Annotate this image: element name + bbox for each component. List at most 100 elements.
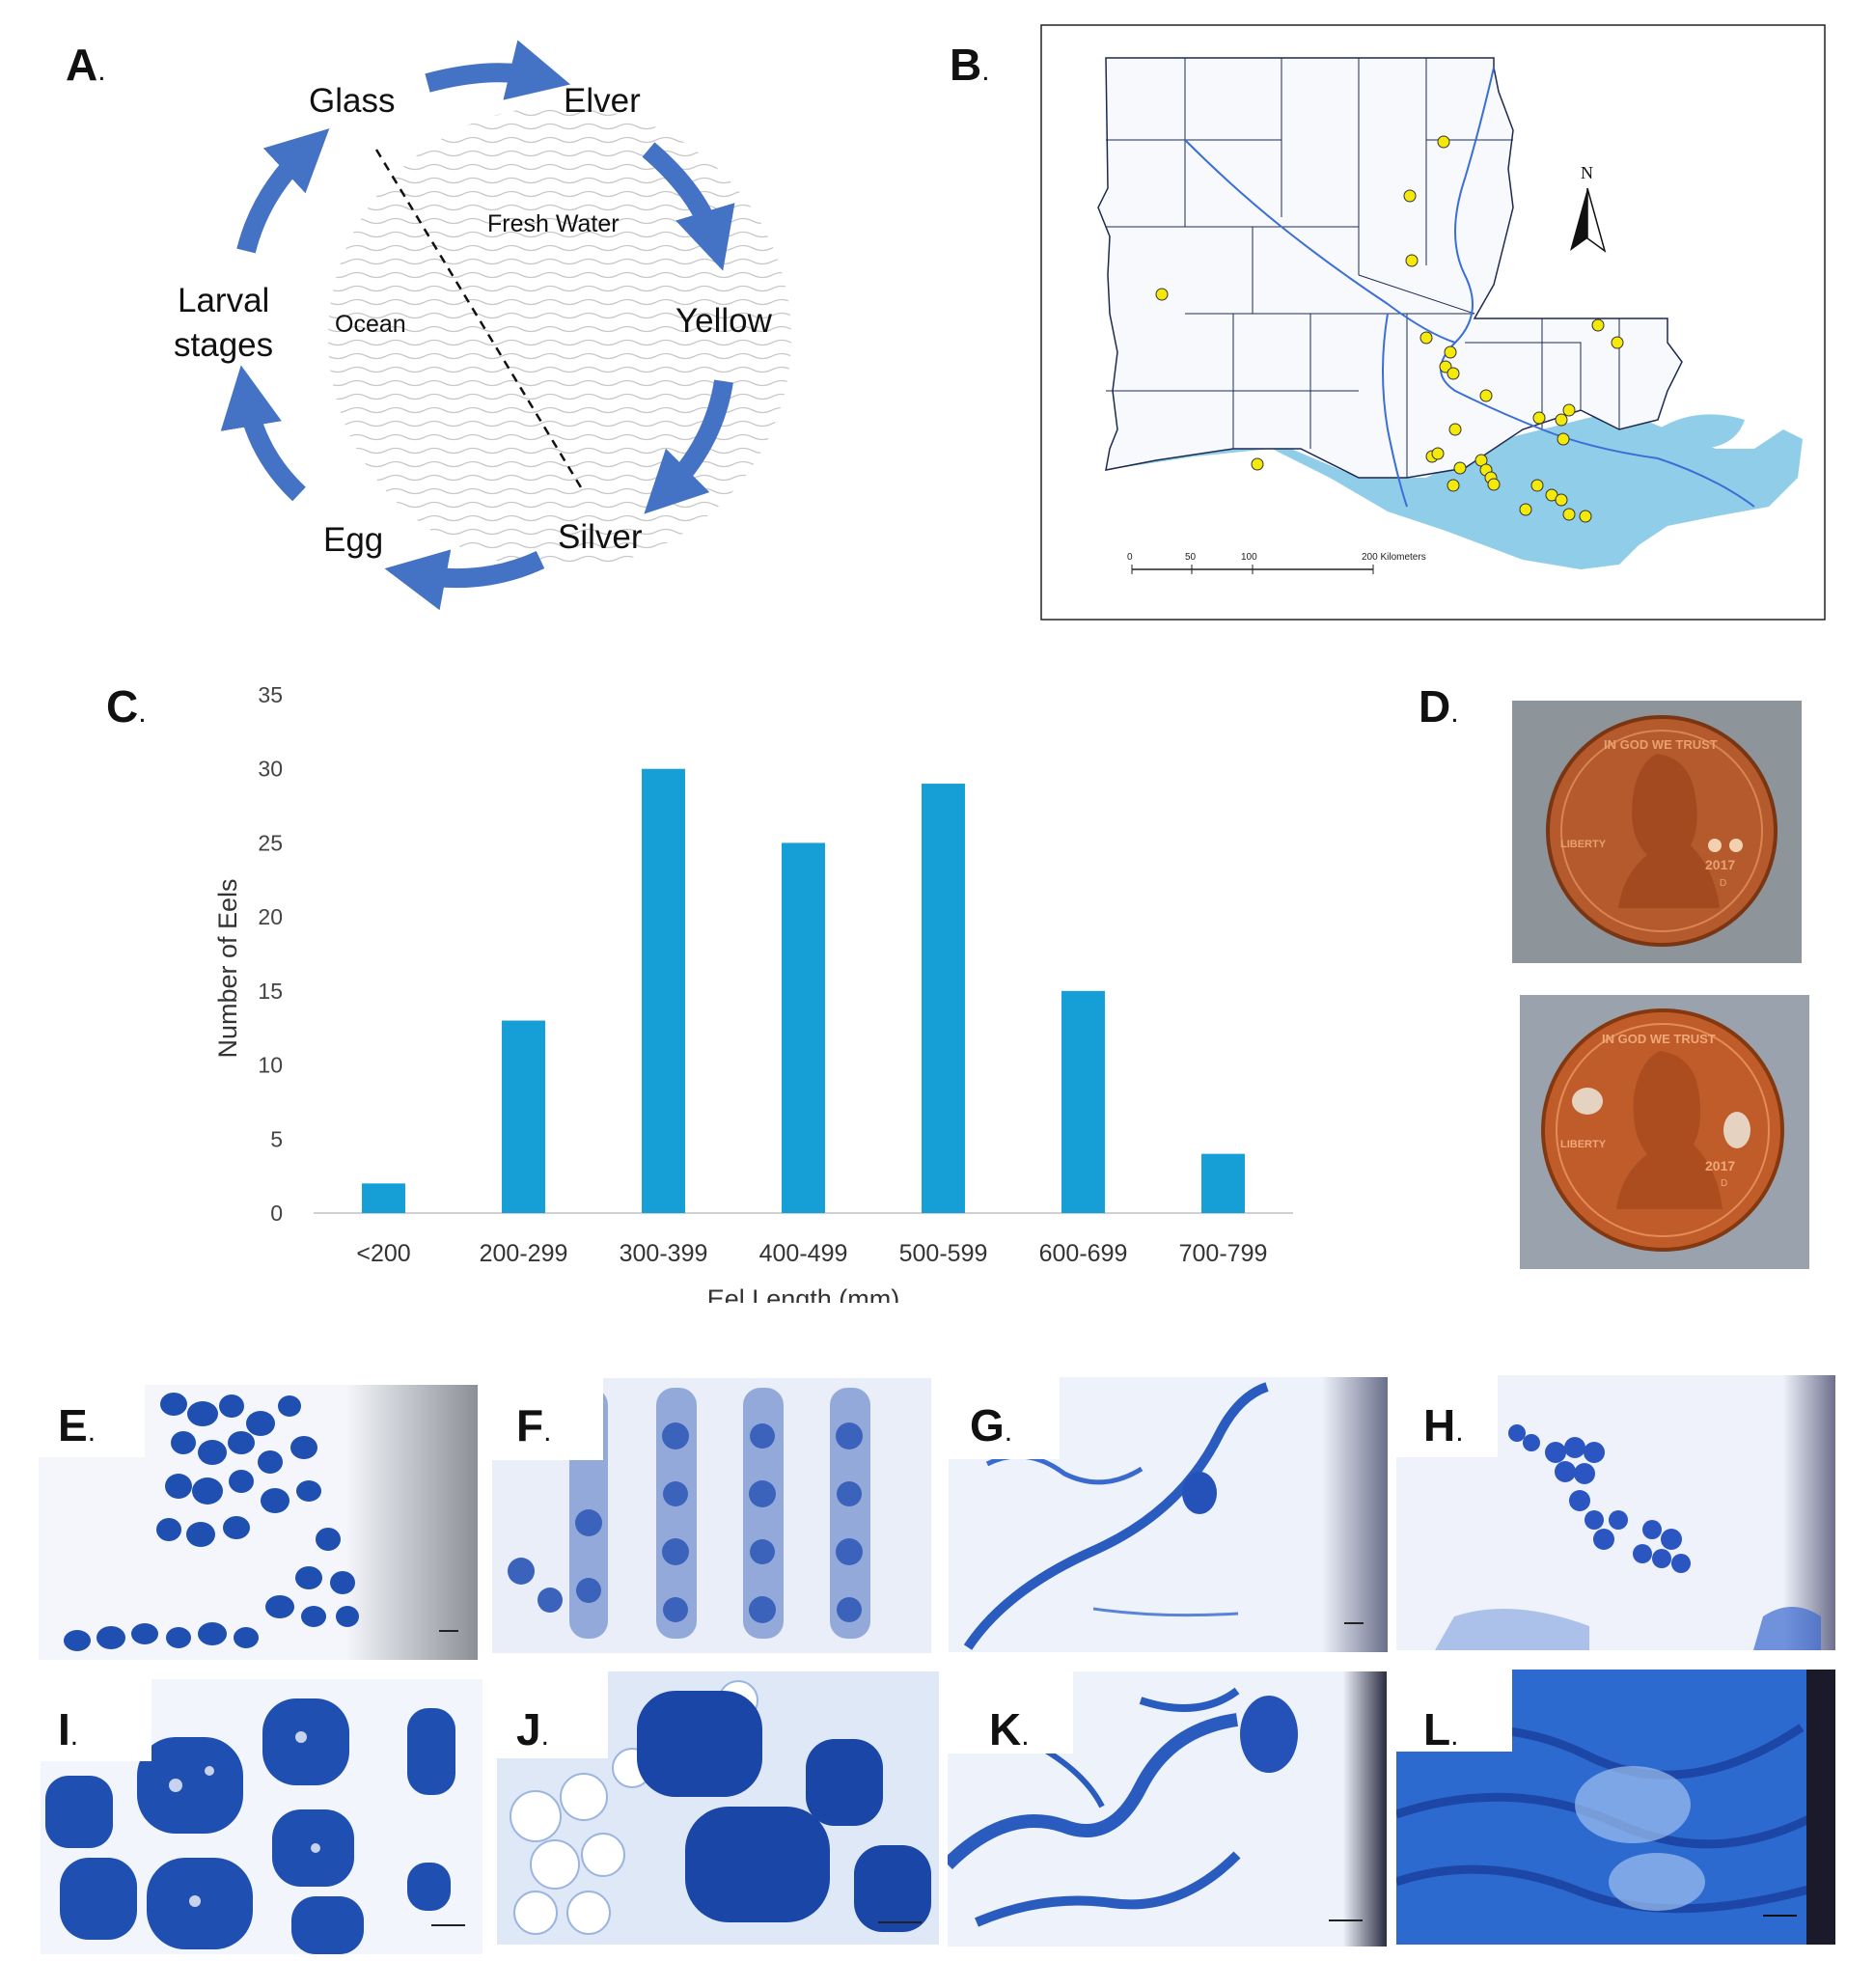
stage-larval-2: stages (174, 326, 274, 364)
bar-3 (782, 842, 825, 1213)
arrow-glass-to-elver (425, 40, 571, 100)
y-tick-label: 15 (258, 979, 283, 1004)
panel-letter: E (58, 1400, 88, 1450)
state-outline (1097, 57, 1683, 479)
x-tick-label: 300-399 (620, 1240, 708, 1267)
panel-dot: . (540, 1720, 549, 1752)
x-tick-label: 200-299 (480, 1240, 568, 1267)
label-box-j (497, 1671, 608, 1758)
bar-5 (1061, 990, 1105, 1213)
stage-yellow: Yellow (675, 302, 772, 340)
panel-letter: K (989, 1704, 1022, 1754)
arrow-larval-to-glass (236, 128, 330, 254)
panel-label-l: L. (1423, 1703, 1458, 1755)
scale-label-50: 50 (1185, 552, 1197, 563)
coin-liberty: LIBERTY (1560, 839, 1607, 850)
panel-dot: . (1004, 1416, 1013, 1448)
arrow-yellow-to-silver (644, 379, 733, 514)
panel-dot: . (1450, 1720, 1459, 1752)
x-tick-label: 500-599 (899, 1240, 988, 1267)
ocean-freshwater-divider (374, 149, 586, 493)
panel-label-c: C. (106, 680, 147, 732)
x-tick-label: <200 (356, 1240, 410, 1267)
life-cycle-diagram (220, 40, 791, 611)
panel-letter: F (516, 1400, 544, 1450)
parish-lines (1106, 58, 1620, 478)
histology-photo-l (1396, 1670, 1835, 1945)
stage-egg: Egg (323, 521, 384, 559)
panel-dot: . (1021, 1720, 1030, 1752)
coin-motto: IN GOD WE TRUST (1602, 1032, 1716, 1046)
y-tick-label: 10 (258, 1053, 283, 1078)
panel-label-a: A. (66, 39, 106, 91)
y-tick-label: 0 (270, 1201, 283, 1226)
label-box-f (492, 1378, 603, 1460)
panel-letter: G (970, 1400, 1005, 1450)
arrow-egg-to-larval (220, 365, 306, 502)
arrow-elver-to-yellow (642, 142, 735, 271)
panel-dot: . (1450, 697, 1459, 729)
coin-liberty: LIBERTY (1560, 1139, 1607, 1150)
y-tick-label: 25 (258, 830, 283, 855)
bar-1 (502, 1020, 545, 1213)
panel-letter: D (1419, 681, 1451, 732)
coin-year: 2017 (1705, 857, 1735, 872)
panel-label-b: B. (950, 39, 990, 91)
zone-fresh-water: Fresh Water (487, 210, 620, 237)
panel-letter: L (1423, 1704, 1451, 1754)
y-tick-label: 30 (258, 757, 283, 782)
north-label: N (1581, 163, 1593, 182)
x-tick-label: 400-499 (759, 1240, 848, 1267)
panel-label-e: E. (58, 1399, 96, 1451)
panel-letter: J (516, 1704, 541, 1754)
bar-4 (922, 784, 965, 1213)
panel-dot: . (543, 1416, 552, 1448)
histology-photo-i (41, 1679, 482, 1954)
label-box-i (41, 1679, 152, 1761)
panel-letter: H (1423, 1400, 1456, 1450)
lake-pontchartrain (1658, 414, 1745, 449)
scale-bar: 0 50 100 200 Kilometers (1127, 552, 1426, 574)
label-box-l (1396, 1670, 1512, 1752)
label-box-e (39, 1385, 145, 1457)
scale-label-0: 0 (1127, 552, 1133, 563)
x-axis-title: Eel Length (mm) (707, 1284, 900, 1303)
stage-glass: Glass (309, 82, 396, 120)
label-box-g (949, 1377, 1060, 1459)
stage-elver: Elver (564, 82, 641, 120)
north-arrow: N (1570, 163, 1607, 253)
arrow-silver-to-egg (384, 549, 545, 611)
sampling-sites (1155, 135, 1624, 523)
bar-2 (642, 768, 685, 1213)
panel-label-h: H. (1423, 1399, 1464, 1451)
scale-label-100: 100 (1241, 552, 1257, 563)
bar-0 (362, 1183, 405, 1213)
panel-label-f: F. (516, 1399, 551, 1451)
y-tick-label: 20 (258, 904, 283, 929)
panel-letter: B (950, 40, 982, 90)
panel-dot: . (138, 697, 147, 729)
panel-dot: . (69, 1720, 79, 1752)
atchafalaya (1382, 313, 1408, 508)
scale-label-200: 200 Kilometers (1362, 552, 1426, 563)
eel-length-chart: 0 5 10 15 20 25 30 35 <200 200-299 300-399 400-499 5… (213, 682, 1293, 1303)
label-box-h (1396, 1375, 1498, 1457)
panel-letter: I (58, 1704, 70, 1754)
louisiana-map: 0 50 100 200 Kilometers N (1040, 24, 1826, 621)
zone-ocean: Ocean (335, 311, 406, 338)
panel-label-d: D. (1419, 680, 1459, 732)
stage-larval: Larval (178, 282, 270, 319)
x-tick-label: 700-799 (1179, 1240, 1268, 1267)
stage-silver: Silver (558, 518, 643, 556)
panel-dot: . (87, 1416, 96, 1448)
coin-year: 2017 (1705, 1158, 1735, 1173)
panel-letter: A (66, 40, 98, 90)
red-river (1184, 139, 1456, 344)
coin-photo-bottom: IN GOD WE TRUST LIBERTY 2017 D (1520, 995, 1809, 1269)
panel-label-g: G. (970, 1399, 1012, 1451)
label-box-k (948, 1671, 1073, 1753)
mississippi-river (1440, 67, 1755, 508)
coin-mint: D (1720, 878, 1726, 889)
panel-label-j: J. (516, 1703, 549, 1755)
coin-motto: IN GOD WE TRUST (1604, 737, 1718, 752)
